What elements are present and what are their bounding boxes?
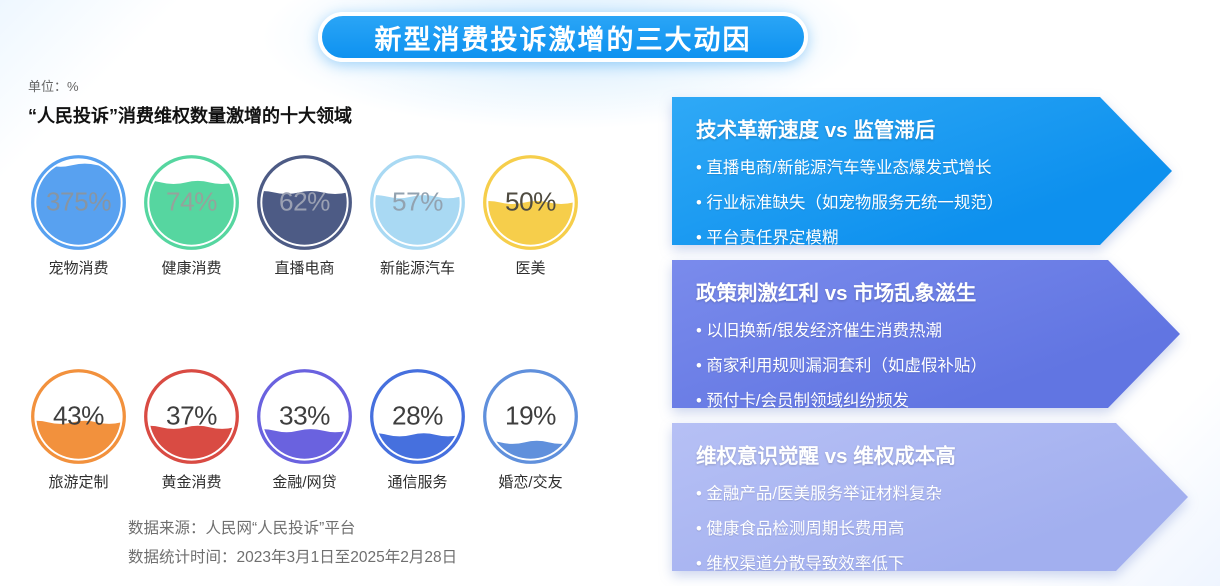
factor-bullets: 金融产品/医美服务举证材料复杂健康食品检测周期长费用高维权渠道分散导致效率低下	[696, 480, 1102, 574]
gauge-label: 通信服务	[387, 474, 448, 491]
gauge-value: 62%	[279, 187, 330, 217]
factor-bullet: 商家利用规则漏洞套利（如虚假补贴）	[696, 352, 1094, 376]
gauge-label: 旅游定制	[48, 474, 109, 491]
gauge-value: 33%	[279, 401, 330, 431]
liquid-circle: 43%	[31, 369, 126, 464]
gauge-value: 43%	[53, 401, 104, 431]
gauge-label: 医美	[515, 260, 546, 277]
gauge-item: 19% 婚恋/交友	[482, 368, 579, 492]
gauge-item: 50% 医美	[482, 154, 579, 278]
gauge-ring	[31, 155, 126, 250]
gauge-item: 37% 黄金消费	[143, 368, 240, 492]
factor-bullet: 预付卡/会员制领域纠纷频发	[696, 387, 1094, 411]
section-heading: “人民投诉”消费维权数量激增的十大领域	[28, 106, 352, 126]
liquid-fill	[149, 425, 234, 459]
gauge-value: 19%	[505, 401, 556, 431]
factor-bullet: 金融产品/医美服务举证材料复杂	[696, 480, 1102, 504]
page-title: 新型消费投诉激增的三大动因	[318, 12, 808, 62]
gauge-item: 74% 健康消费	[143, 154, 240, 278]
data-source-note: 数据来源：人民网“人民投诉”平台	[128, 520, 356, 537]
gauge-label: 新能源汽车	[379, 260, 455, 277]
factor-heading: 技术革新速度 vs 监管滞后	[696, 119, 936, 142]
liquid-fill	[375, 433, 460, 459]
gauge-ring	[370, 369, 465, 464]
factor-card: 维权意识觉醒 vs 维权成本高金融产品/医美服务举证材料复杂健康食品检测周期长费…	[672, 423, 1188, 571]
gauge-row: 375% 宠物消费 74% 健康消费 62% 直播电商 57% 新能源汽车 50% 医美	[30, 154, 600, 278]
gauge-ring	[31, 369, 126, 464]
liquid-circle: 37%	[144, 369, 239, 464]
gauge-row: 43% 旅游定制 37% 黄金消费 33% 金融/网贷 28% 通信服务 19% 婚恋/交友	[30, 368, 600, 492]
gauge-value: 50%	[505, 187, 556, 217]
gauge-ring	[370, 155, 465, 250]
gauge-label: 黄金消费	[161, 474, 222, 491]
gauge-ring	[144, 155, 239, 250]
liquid-circle: 33%	[257, 369, 352, 464]
factors-list: 技术革新速度 vs 监管滞后直播电商/新能源汽车等业态爆发式增长行业标准缺失（如…	[672, 97, 1188, 586]
gauge-label: 宠物消费	[48, 260, 109, 277]
factor-bullet: 健康食品检测周期长费用高	[696, 515, 1102, 539]
liquid-circle: 62%	[257, 155, 352, 250]
gauge-ring	[483, 155, 578, 250]
factor-bullets: 以旧换新/银发经济催生消费热潮商家利用规则漏洞套利（如虚假补贴） 预付卡/会员制领…	[696, 317, 1094, 411]
factor-bullet: 以旧换新/银发经济催生消费热潮	[696, 317, 1094, 341]
liquid-circle: 28%	[370, 369, 465, 464]
liquid-circle: 50%	[483, 155, 578, 250]
liquid-circle: 375%	[31, 155, 126, 250]
gauge-ring	[483, 369, 578, 464]
liquid-circle: 57%	[370, 155, 465, 250]
gauge-ring	[257, 155, 352, 250]
gauge-item: 375% 宠物消费	[30, 154, 127, 278]
gauge-item: 57% 新能源汽车	[369, 154, 466, 278]
factor-bullet: 维权渠道分散导致效率低下	[696, 550, 1102, 574]
liquid-fill	[262, 429, 347, 459]
gauge-label: 健康消费	[161, 260, 222, 277]
gauge-value: 28%	[392, 401, 443, 431]
data-notes: 数据来源：人民网“人民投诉”平台 数据统计时间：2023年3月1日至2025年2…	[128, 514, 457, 572]
gauge-item: 43% 旅游定制	[30, 368, 127, 492]
gauge-item: 33% 金融/网贷	[256, 368, 353, 492]
factor-bullet: 平台责任界定模糊	[696, 224, 1086, 248]
gauge-value: 57%	[392, 187, 443, 217]
gauge-label: 直播电商	[274, 260, 335, 277]
factor-heading: 维权意识觉醒 vs 维权成本高	[696, 445, 956, 468]
data-period-note: 数据统计时间：2023年3月1日至2025年2月28日	[128, 549, 458, 566]
gauge-label: 金融/网贷	[272, 474, 337, 491]
gauge-item: 28% 通信服务	[369, 368, 466, 492]
factor-bullets: 直播电商/新能源汽车等业态爆发式增长行业标准缺失（如宠物服务无统一规范） 平台责任…	[696, 154, 1086, 248]
gauge-ring	[144, 369, 239, 464]
gauge-ring	[257, 369, 352, 464]
factor-bullet: 直播电商/新能源汽车等业态爆发式增长	[696, 154, 1086, 178]
gauge-value: 375%	[46, 187, 111, 217]
factor-card: 技术革新速度 vs 监管滞后直播电商/新能源汽车等业态爆发式增长行业标准缺失（如…	[672, 97, 1172, 245]
unit-label: 单位：%	[28, 79, 79, 94]
liquid-circle: 74%	[144, 155, 239, 250]
factor-heading: 政策刺激红利 vs 市场乱象滋生	[696, 282, 977, 305]
gauge-value: 74%	[166, 187, 217, 217]
factor-bullet: 行业标准缺失（如宠物服务无统一规范）	[696, 189, 1086, 213]
liquid-gauge-grid: 375% 宠物消费 74% 健康消费 62% 直播电商 57% 新能源汽车 50% 医美 43% 旅游…	[30, 154, 600, 492]
gauge-item: 62% 直播电商	[256, 154, 353, 278]
gauge-label: 婚恋/交友	[498, 474, 563, 491]
gauge-value: 37%	[166, 401, 217, 431]
liquid-circle: 19%	[483, 369, 578, 464]
factor-card: 政策刺激红利 vs 市场乱象滋生以旧换新/银发经济催生消费热潮商家利用规则漏洞套…	[672, 260, 1180, 408]
